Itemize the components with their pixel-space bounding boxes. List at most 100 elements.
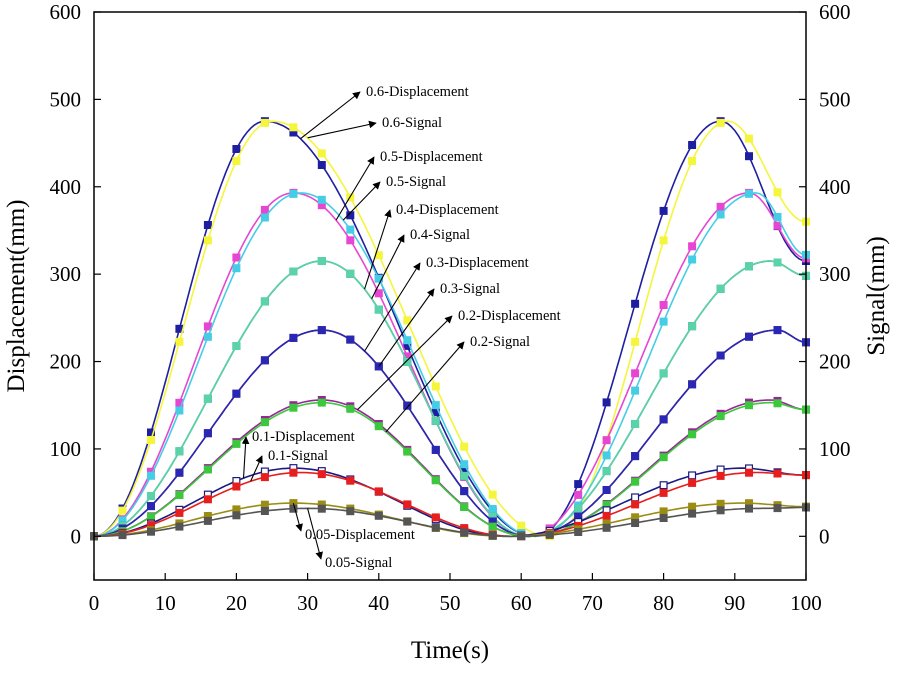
data-point xyxy=(431,476,440,485)
data-point xyxy=(716,210,725,219)
annotation-label: 0.6-Signal xyxy=(382,115,442,131)
data-point xyxy=(346,404,355,413)
data-point xyxy=(403,357,412,366)
annotation-0.3-Signal: 0.3-Signal xyxy=(378,281,500,367)
data-point xyxy=(260,507,269,516)
y2-tick-label: 600 xyxy=(819,0,851,24)
series-0.5-signal xyxy=(89,189,810,541)
data-point xyxy=(431,445,440,454)
y-tick-label: 400 xyxy=(50,175,82,199)
data-point xyxy=(147,512,156,521)
annotation-arrow xyxy=(371,234,405,300)
data-point xyxy=(317,470,326,479)
x-tick-label: 60 xyxy=(511,591,532,615)
data-point xyxy=(688,471,697,480)
data-point xyxy=(631,299,640,308)
data-point xyxy=(659,301,668,310)
annotation-0.6-Signal: 0.6-Signal xyxy=(307,115,442,139)
annotation-0.2-Signal: 0.2-Signal xyxy=(385,334,530,433)
data-point xyxy=(403,517,412,526)
data-point xyxy=(488,505,497,514)
data-point xyxy=(460,442,469,451)
annotation-label: 0.5-Signal xyxy=(386,174,446,190)
data-point xyxy=(602,436,611,445)
data-point xyxy=(317,257,326,266)
x-tick-label: 50 xyxy=(440,591,461,615)
data-point xyxy=(744,504,753,513)
data-point xyxy=(716,351,725,360)
annotation-label: 0.4-Signal xyxy=(410,227,470,243)
data-point xyxy=(688,380,697,389)
data-point xyxy=(574,527,583,536)
data-point xyxy=(403,500,412,509)
data-point xyxy=(659,513,668,522)
data-point xyxy=(147,492,156,501)
x-tick-label: 100 xyxy=(790,591,822,615)
annotation-arrow xyxy=(241,436,250,479)
data-point xyxy=(659,369,668,378)
series-line xyxy=(93,399,807,538)
annotation-0.05-Signal: 0.05-Signal xyxy=(307,508,392,571)
y-tick-label: 200 xyxy=(50,350,82,374)
annotation-0.4-Signal: 0.4-Signal xyxy=(371,227,470,300)
data-point xyxy=(773,399,782,408)
y2-tick-label: 0 xyxy=(819,524,830,548)
series-0.4-displacement xyxy=(89,257,810,541)
data-point xyxy=(118,531,127,540)
series-line xyxy=(94,506,806,538)
annotation-label: 0.05-Signal xyxy=(325,555,392,571)
data-point xyxy=(175,491,184,500)
annotation-arrow xyxy=(250,455,263,482)
data-point xyxy=(346,236,355,245)
data-point xyxy=(631,452,640,461)
data-point xyxy=(659,236,668,245)
annotation-label: 0.2-Displacement xyxy=(458,308,561,324)
data-point xyxy=(431,382,440,391)
data-point xyxy=(659,507,668,516)
data-point xyxy=(147,428,156,437)
data-point xyxy=(574,504,583,513)
annotation-label: 0.6-Displacement xyxy=(366,84,469,100)
data-point xyxy=(260,297,269,306)
series-0.05-signal xyxy=(89,503,810,541)
series-line xyxy=(94,467,806,538)
annotation-label: 0.5-Displacement xyxy=(380,149,483,165)
x-tick-label: 40 xyxy=(368,591,389,615)
data-point xyxy=(175,468,184,477)
data-point xyxy=(346,507,355,516)
annotation-label: 0.2-Signal xyxy=(470,334,530,350)
y2-tick-label: 100 xyxy=(819,437,851,461)
annotation-label: 0.1-Signal xyxy=(268,448,328,464)
data-point xyxy=(175,337,184,346)
data-point xyxy=(147,502,156,511)
annotation-label: 0.3-Signal xyxy=(440,281,500,297)
data-point xyxy=(346,476,355,485)
series-layer xyxy=(89,117,810,541)
data-point xyxy=(744,468,753,477)
data-point xyxy=(488,522,497,531)
annotation-0.1-Displacement: 0.1-Displacement xyxy=(241,429,355,479)
data-point xyxy=(317,398,326,407)
tick-layer: 0 10 20 30 40 50 60 70 80 90 100 0 0 100 100 200 200 300 3… xyxy=(50,0,851,615)
data-point xyxy=(773,469,782,478)
data-point xyxy=(744,134,753,143)
data-point xyxy=(716,506,725,515)
data-point xyxy=(232,439,241,448)
data-point xyxy=(175,406,184,415)
data-point xyxy=(545,530,554,539)
annotation-arrow xyxy=(335,156,375,221)
annotation-arrow xyxy=(357,315,453,411)
data-point xyxy=(460,487,469,496)
annotation-0.05-Displacement: 0.05-Displacement xyxy=(292,502,415,543)
series-line xyxy=(94,471,806,538)
x-tick-label: 20 xyxy=(226,591,247,615)
data-point xyxy=(517,532,526,541)
annotation-arrow xyxy=(342,181,381,221)
data-point xyxy=(403,316,412,325)
data-point xyxy=(773,221,782,230)
x-tick-label: 70 xyxy=(582,591,603,615)
annotation-arrow xyxy=(300,91,361,140)
data-point xyxy=(403,336,412,345)
annotation-0.4-Displacement: 0.4-Displacement xyxy=(364,202,499,290)
